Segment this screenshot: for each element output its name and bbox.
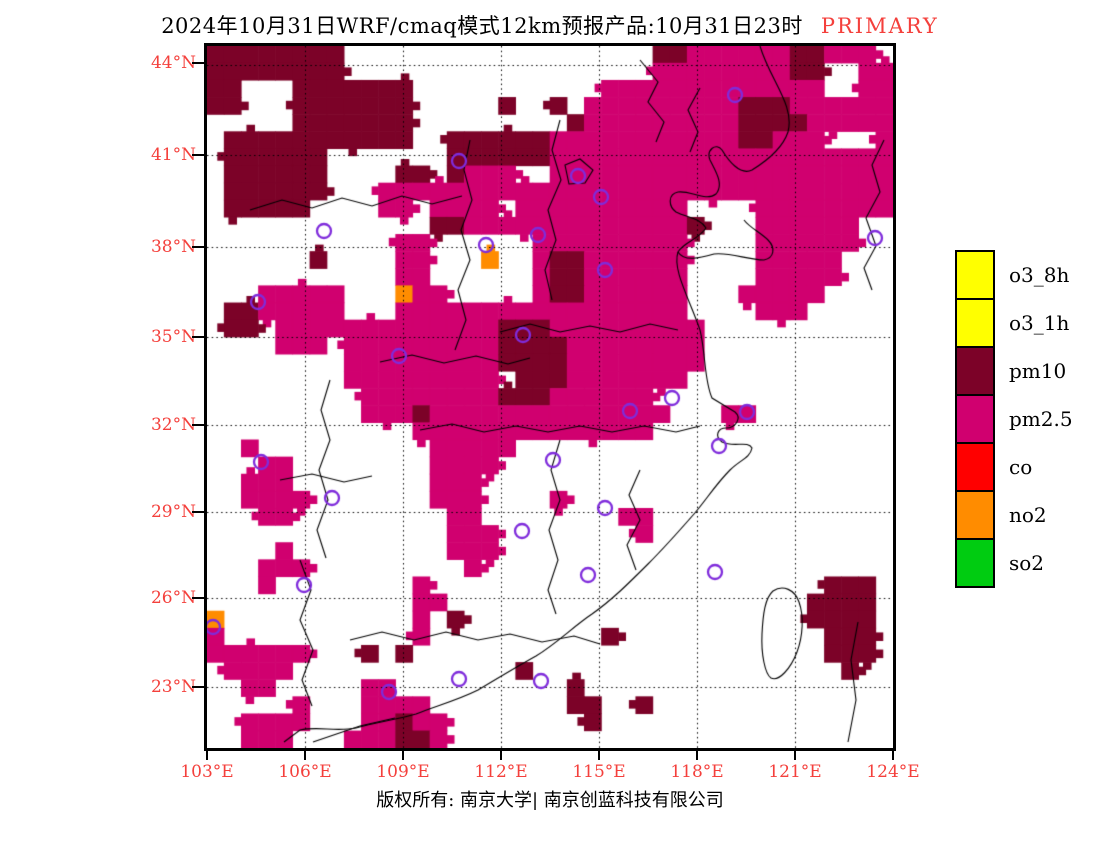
lon-tick-label: 124°E xyxy=(866,762,920,782)
lat-tick-label: 41°N xyxy=(150,145,196,165)
lon-tick xyxy=(500,749,502,760)
lon-tick xyxy=(304,749,306,760)
lat-tick xyxy=(192,154,204,156)
lat-tick-label: 23°N xyxy=(150,677,196,697)
lat-tick-label: 26°N xyxy=(150,588,196,608)
legend: o3_8h o3_1h pm10 pm2.5 co no2 so2 xyxy=(955,250,1073,588)
lon-tick xyxy=(892,749,894,760)
lat-tick xyxy=(192,686,204,688)
legend-label: o3_1h xyxy=(1009,311,1070,335)
legend-swatch xyxy=(955,298,995,348)
legend-swatch xyxy=(955,250,995,300)
legend-label: co xyxy=(1009,455,1033,479)
title-highlight: PRIMARY xyxy=(820,14,939,38)
lon-tick-label: 109°E xyxy=(376,762,430,782)
lon-tick xyxy=(402,749,404,760)
lon-tick xyxy=(794,749,796,760)
legend-swatch xyxy=(955,490,995,540)
lat-tick-label: 29°N xyxy=(150,502,196,522)
lat-tick-label: 35°N xyxy=(150,327,196,347)
lon-tick-label: 121°E xyxy=(768,762,822,782)
lon-tick-label: 103°E xyxy=(180,762,234,782)
legend-item: no2 xyxy=(955,490,1073,540)
legend-swatch xyxy=(955,394,995,444)
legend-label: pm2.5 xyxy=(1009,407,1073,431)
map-frame xyxy=(204,43,896,751)
lat-tick xyxy=(192,246,204,248)
lon-tick xyxy=(696,749,698,760)
legend-label: no2 xyxy=(1009,503,1047,527)
lon-tick-label: 118°E xyxy=(670,762,724,782)
legend-swatch xyxy=(955,442,995,492)
legend-item: pm10 xyxy=(955,346,1073,396)
lon-tick xyxy=(598,749,600,760)
page-title: 2024年10月31日WRF/cmaq模式12km预报产品:10月31日23时 P… xyxy=(0,10,1100,40)
legend-label: o3_8h xyxy=(1009,263,1070,287)
legend-swatch xyxy=(955,538,995,588)
lat-tick-label: 38°N xyxy=(150,237,196,257)
legend-label: so2 xyxy=(1009,551,1045,575)
lat-tick xyxy=(192,336,204,338)
lat-tick xyxy=(192,511,204,513)
lon-tick-label: 115°E xyxy=(572,762,626,782)
legend-item: so2 xyxy=(955,538,1073,588)
lon-tick-label: 112°E xyxy=(474,762,528,782)
lat-tick xyxy=(192,62,204,64)
map-canvas xyxy=(207,46,893,748)
legend-label: pm10 xyxy=(1009,359,1067,383)
copyright-footer: 版权所有: 南京大学| 南京创蓝科技有限公司 xyxy=(376,790,724,811)
title-text: 2024年10月31日WRF/cmaq模式12km预报产品:10月31日23时 xyxy=(161,14,803,38)
legend-item: o3_8h xyxy=(955,250,1073,300)
lat-tick xyxy=(192,424,204,426)
legend-swatch xyxy=(955,346,995,396)
legend-item: o3_1h xyxy=(955,298,1073,348)
lon-tick-label: 106°E xyxy=(278,762,332,782)
lat-tick xyxy=(192,597,204,599)
legend-item: pm2.5 xyxy=(955,394,1073,444)
lon-tick xyxy=(206,749,208,760)
lat-tick-label: 44°N xyxy=(150,53,196,73)
legend-item: co xyxy=(955,442,1073,492)
lat-tick-label: 32°N xyxy=(150,415,196,435)
